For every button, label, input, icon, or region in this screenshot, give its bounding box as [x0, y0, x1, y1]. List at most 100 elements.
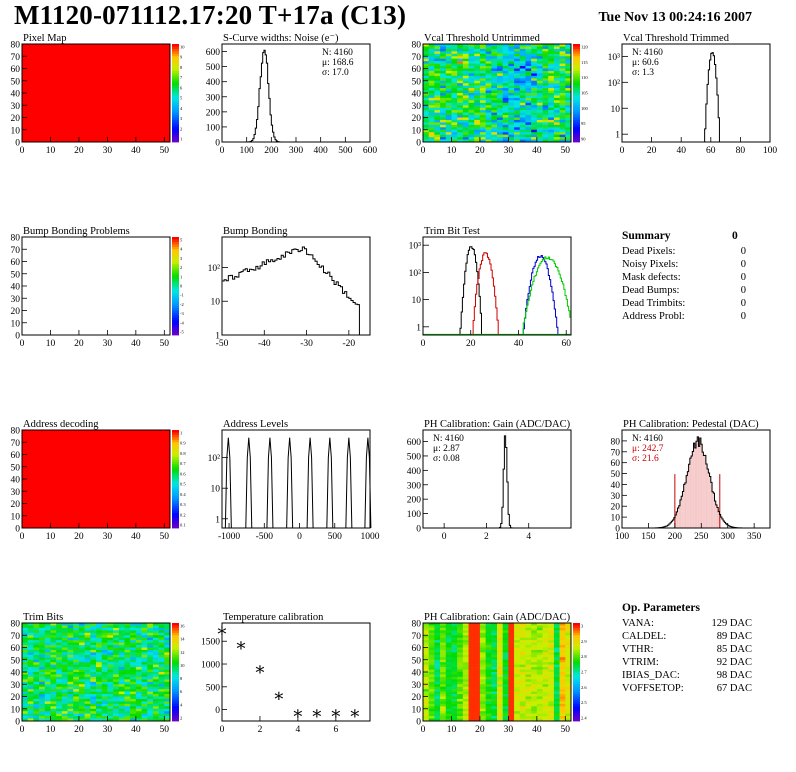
- heatmap-cell: [565, 659, 572, 663]
- heatmap-cell: [479, 676, 486, 680]
- heatmap-cell: [147, 647, 154, 651]
- x-tick-label: 100: [240, 146, 255, 156]
- heatmap-cell: [497, 642, 503, 646]
- heatmap-cell: [462, 139, 469, 143]
- heatmap-cell: [519, 97, 526, 101]
- heatmap-cell: [84, 711, 91, 714]
- heatmap-cell: [525, 70, 532, 74]
- heatmap-cell: [491, 48, 498, 52]
- heatmap-cell: [519, 88, 526, 91]
- heatmap-cell: [479, 107, 486, 111]
- heatmap-cell: [423, 703, 429, 707]
- colorbar-segment: [172, 652, 179, 656]
- heatmap-cell: [474, 701, 481, 705]
- heatmap-cell: [542, 647, 549, 651]
- colorbar-segment: [573, 681, 580, 685]
- heatmap-cell: [135, 706, 142, 710]
- heatmap-cell: [502, 93, 509, 96]
- heatmap-cell: [152, 686, 159, 690]
- heatmap-cell: [531, 708, 538, 712]
- heatmap-cell: [457, 46, 464, 50]
- heatmap-cell: [542, 711, 549, 714]
- heatmap-cell: [548, 649, 555, 653]
- y-tick-label: 500: [407, 452, 422, 462]
- heatmap-cell: [468, 132, 475, 135]
- heatmap-cell: [508, 85, 515, 89]
- heatmap-cell: [519, 703, 526, 707]
- heatmap-cell: [158, 637, 165, 641]
- heatmap-cell: [445, 659, 452, 663]
- heatmap-cell: [44, 691, 51, 695]
- heatmap-cell: [531, 56, 538, 59]
- heatmap-cell: [542, 88, 549, 91]
- panel-12: PH Calibration: Pedestal (DAC)100 150 200 2…: [611, 419, 771, 542]
- heatmap-cell: [118, 635, 125, 638]
- heatmap-cell: [118, 703, 125, 707]
- heatmap-cell: [164, 662, 171, 665]
- plot-frame: [221, 622, 371, 722]
- heatmap-cell: [84, 689, 91, 692]
- heatmap-cell: [445, 70, 452, 74]
- heatmap-cell: [514, 623, 521, 626]
- heatmap-cell: [462, 647, 469, 651]
- colorbar-segment: [172, 703, 179, 707]
- heatmap-cell: [445, 684, 452, 687]
- heatmap-cell: [27, 698, 34, 702]
- heatmap-cell: [22, 625, 28, 629]
- heatmap-cell: [497, 107, 503, 111]
- heatmap-cell: [519, 674, 526, 678]
- heatmap-cell: [565, 652, 572, 656]
- heatmap-cell: [457, 90, 464, 94]
- heatmap-cell: [33, 659, 40, 663]
- heatmap-cell: [67, 667, 74, 670]
- y-tick-label: 30: [11, 295, 21, 305]
- heatmap-cell: [61, 686, 68, 690]
- heatmap-cell: [508, 88, 515, 91]
- histogram-shade: [686, 475, 688, 528]
- heatmap-cell: [423, 632, 429, 636]
- heatmap-cell: [559, 627, 566, 631]
- heatmap-cell: [451, 635, 458, 638]
- heatmap-cell: [33, 657, 40, 661]
- heatmap-cell: [451, 698, 458, 702]
- heatmap-cell: [164, 676, 171, 680]
- heatmap-cell: [423, 630, 429, 634]
- heatmap-cell: [96, 708, 102, 712]
- x-tick-label: 4: [526, 532, 531, 542]
- heatmap-cell: [542, 129, 549, 133]
- heatmap-cell: [502, 127, 509, 131]
- heatmap-cell: [525, 115, 532, 118]
- heatmap-cell: [462, 124, 469, 128]
- heatmap-cell: [468, 107, 475, 111]
- heatmap-cell: [559, 657, 566, 661]
- x-tick-label: 10: [447, 146, 457, 156]
- heatmap-cell: [548, 80, 555, 84]
- heatmap-cell: [525, 122, 532, 126]
- heatmap-cell: [514, 68, 521, 72]
- heatmap-cell: [502, 696, 509, 700]
- heatmap-cell: [124, 686, 131, 690]
- heatmap-cell: [502, 676, 509, 680]
- colorbar-segment: [573, 93, 580, 96]
- heatmap-cell: [101, 649, 108, 653]
- heatmap-cell: [44, 654, 51, 658]
- y-tick-label: 20: [11, 693, 21, 703]
- heatmap-cell: [84, 662, 91, 665]
- heatmap-cell: [559, 61, 566, 64]
- heatmap-cell: [124, 681, 131, 685]
- heatmap-cell: [158, 623, 165, 626]
- heatmap-cell: [485, 686, 492, 690]
- heatmap-cell: [559, 645, 566, 648]
- heatmap-cell: [519, 107, 526, 111]
- heatmap-cell: [78, 623, 85, 626]
- x-tick-label: 10: [46, 532, 56, 542]
- heatmap-cell: [514, 112, 521, 116]
- y-tick-label: 1: [416, 323, 421, 333]
- heatmap-cell: [531, 657, 538, 661]
- heatmap-cell: [96, 681, 102, 685]
- heatmap-cell: [457, 630, 464, 634]
- heatmap-cell: [101, 701, 108, 705]
- heatmap-cell: [468, 117, 475, 121]
